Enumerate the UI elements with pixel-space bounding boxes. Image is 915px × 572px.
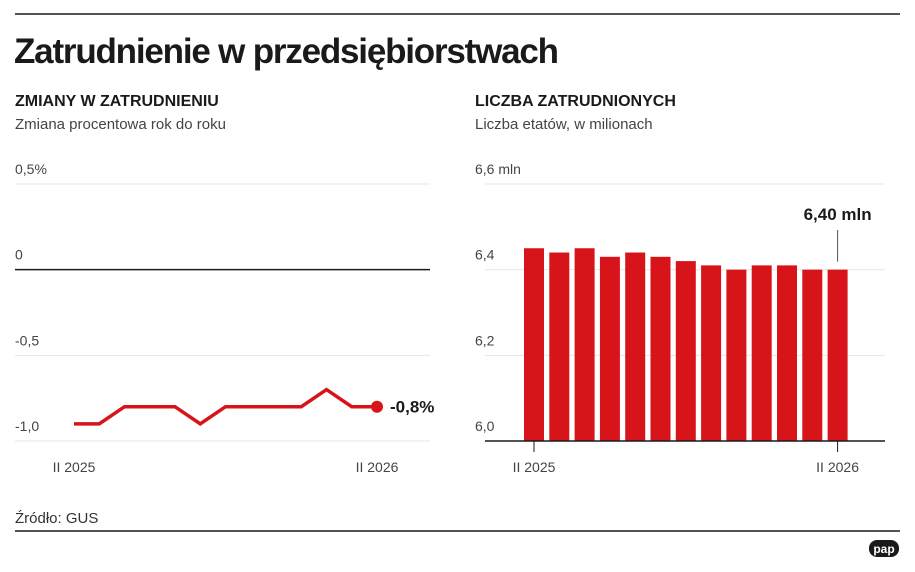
data-point xyxy=(371,400,383,413)
x-tick-label: II 2025 xyxy=(53,459,96,475)
bar xyxy=(675,261,696,441)
y-tick-label: 0 xyxy=(15,247,23,263)
bar xyxy=(574,248,595,441)
x-tick-label: II 2026 xyxy=(356,459,399,475)
left-chart-title: ZMIANY W ZATRUDNIENIU xyxy=(15,93,219,110)
y-tick-label: 6,0 xyxy=(475,418,495,434)
y-tick-label: 6,6 mln xyxy=(475,161,521,177)
pap-logo: pap xyxy=(869,540,899,557)
right-chart-title: LICZBA ZATRUDNIONYCH xyxy=(475,93,676,110)
bar xyxy=(524,248,544,441)
x-tick-label: II 2026 xyxy=(816,459,859,475)
y-tick-label: 0,5% xyxy=(15,161,47,177)
bar xyxy=(827,269,848,441)
y-tick-label: -0,5 xyxy=(15,332,39,348)
page-title: Zatrudnienie w przedsiębiorstwach xyxy=(14,32,558,71)
y-tick-label: 6,4 xyxy=(475,247,495,263)
bar xyxy=(751,265,772,441)
bar xyxy=(701,265,722,441)
end-value-label: 6,40 mln xyxy=(804,205,872,224)
bar xyxy=(625,252,646,441)
right-chart-subtitle: Liczba etatów, w milionach xyxy=(475,116,653,133)
svg-text:pap: pap xyxy=(873,542,894,556)
bar xyxy=(650,256,671,441)
bar xyxy=(726,269,747,441)
bar xyxy=(802,269,823,441)
left-chart-subtitle: Zmiana procentowa rok do roku xyxy=(15,116,226,133)
bar xyxy=(549,252,570,441)
y-tick-label: 6,2 xyxy=(475,332,495,348)
bar xyxy=(777,265,797,441)
y-tick-label: -1,0 xyxy=(15,418,39,434)
series-line xyxy=(74,387,377,426)
x-tick-label: II 2025 xyxy=(513,459,556,475)
bar xyxy=(599,256,620,441)
end-value-label: -0,8% xyxy=(390,398,434,417)
source-note: Źródło: GUS xyxy=(15,510,98,527)
